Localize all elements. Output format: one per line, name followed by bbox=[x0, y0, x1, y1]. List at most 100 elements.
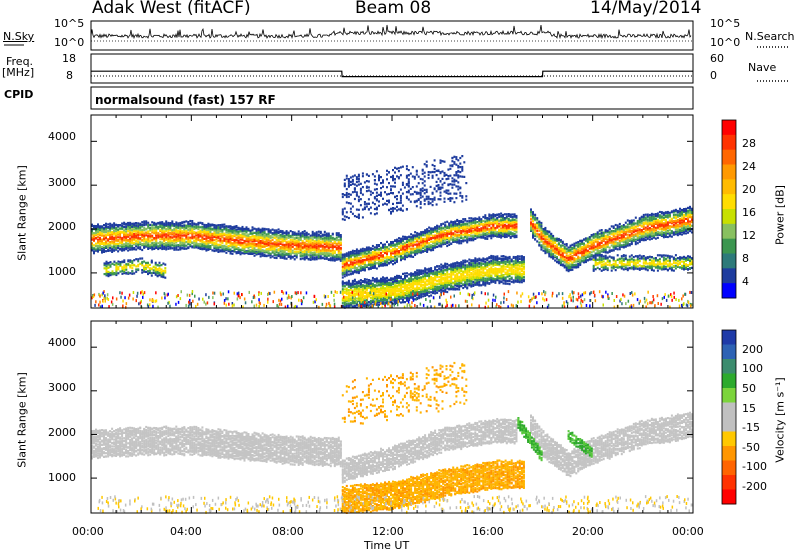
nsky-trace bbox=[90, 24, 692, 40]
power-scatter-upper bbox=[341, 155, 468, 221]
nave-tick-top: 60 bbox=[710, 52, 724, 65]
power-patch-early bbox=[103, 257, 167, 279]
velocity-ylabel: Slant Range [km] bbox=[15, 372, 29, 468]
nave-tick-bottom: 0 bbox=[710, 69, 717, 82]
nsky-panel-frame bbox=[90, 20, 694, 51]
power-colorbar-swatch bbox=[722, 179, 736, 195]
power-colorbar-swatch bbox=[722, 268, 736, 284]
xlabel: Time UT bbox=[364, 539, 410, 552]
velocity-ytick-3000: 3000 bbox=[48, 381, 76, 394]
nsky-tick-top: 10^5 bbox=[54, 17, 85, 30]
xtick-2000: 20:00 bbox=[572, 525, 604, 538]
velocity-colorbar-swatch bbox=[722, 359, 736, 374]
freq-label: Freq. bbox=[6, 55, 34, 68]
velocity-ytick-2000: 2000 bbox=[48, 426, 76, 439]
power-band-rising bbox=[341, 212, 518, 279]
velocity-colorbar-swatch bbox=[722, 373, 736, 389]
power-cbar-tick-12: 12 bbox=[742, 229, 756, 242]
velocity-cbar-label: Velocity [m s⁻¹] bbox=[773, 377, 787, 463]
freq-tick-top: 18 bbox=[62, 52, 76, 65]
velocity-scatter-upper bbox=[341, 361, 468, 425]
nsky-label: N.Sky bbox=[3, 30, 35, 43]
power-cbar-tick-28: 28 bbox=[742, 137, 756, 150]
power-ground-speckle bbox=[91, 290, 693, 309]
velocity-cbar-tick-50: 50 bbox=[742, 382, 756, 395]
nsky-tick-bottom: 10^0 bbox=[54, 36, 85, 49]
power-cbar-tick-20: 20 bbox=[742, 183, 756, 196]
velocity-streak-2 bbox=[567, 430, 593, 458]
xtick-0400: 04:00 bbox=[170, 525, 202, 538]
power-band-main bbox=[91, 219, 342, 262]
velocity-band-rising bbox=[341, 418, 518, 484]
power-colorbar-swatch bbox=[722, 149, 736, 165]
power-cbar-tick-8: 8 bbox=[742, 252, 749, 265]
velocity-cbar-tick-15: 15 bbox=[742, 402, 756, 415]
xtick-1600: 16:00 bbox=[472, 525, 504, 538]
nsearch-tick-top: 10^5 bbox=[710, 17, 741, 30]
power-ytick-3000: 3000 bbox=[48, 176, 76, 189]
power-patch-late bbox=[592, 254, 693, 272]
power-colorbar-swatch bbox=[722, 120, 736, 136]
station-title: Adak West (fitACF) bbox=[92, 0, 251, 18]
velocity-cbar-tick-m200: -200 bbox=[742, 480, 767, 493]
freq-trace bbox=[91, 70, 693, 78]
power-ylabel: Slant Range [km] bbox=[15, 165, 29, 261]
velocity-cbar-tick-100: 100 bbox=[742, 362, 763, 375]
velocity-colorbar-swatch bbox=[722, 431, 736, 447]
power-colorbar-swatch bbox=[722, 209, 736, 225]
power-colorbar-swatch bbox=[722, 253, 736, 269]
velocity-colorbar-swatch bbox=[722, 417, 736, 432]
velocity-colorbar-swatch bbox=[722, 344, 736, 360]
freq-panel-frame bbox=[90, 53, 694, 84]
velocity-colorbar-swatch bbox=[722, 460, 736, 476]
xtick-0000: 00:00 bbox=[72, 525, 104, 538]
power-ytick-1000: 1000 bbox=[48, 265, 76, 278]
velocity-ytick-4000: 4000 bbox=[48, 336, 76, 349]
power-cbar-tick-16: 16 bbox=[742, 206, 756, 219]
velocity-colorbar-frame bbox=[721, 329, 737, 505]
nsearch-label: N.Search bbox=[745, 30, 795, 43]
velocity-ytick-1000: 1000 bbox=[48, 471, 76, 484]
nave-label: Nave bbox=[748, 61, 777, 74]
power-ytick-4000: 4000 bbox=[48, 130, 76, 143]
beam-title: Beam 08 bbox=[355, 0, 432, 18]
velocity-ground-speckle bbox=[97, 495, 693, 514]
velocity-colorbar-swatch bbox=[722, 402, 736, 418]
power-colorbar-swatch bbox=[722, 194, 736, 210]
velocity-band-evening bbox=[530, 411, 693, 478]
power-cbar-tick-24: 24 bbox=[742, 160, 756, 173]
freq-tick-bottom: 8 bbox=[66, 69, 73, 82]
power-colorbar-swatch bbox=[722, 238, 736, 254]
freq-unit-label: [MHz] bbox=[2, 66, 35, 79]
date-title: 14/May/2014 bbox=[590, 0, 702, 18]
power-colorbar-swatch bbox=[722, 223, 736, 240]
velocity-colorbar-swatch bbox=[722, 446, 736, 461]
cpid-panel-frame bbox=[90, 86, 694, 110]
power-colorbar-swatch bbox=[722, 164, 736, 180]
power-ytick-2000: 2000 bbox=[48, 220, 76, 233]
cpid-label: CPID bbox=[4, 88, 34, 101]
nsearch-tick-bottom: 10^0 bbox=[710, 36, 741, 49]
velocity-band-main bbox=[91, 425, 342, 468]
power-colorbar-swatch bbox=[722, 283, 736, 299]
xtick-2400: 00:00 bbox=[672, 525, 704, 538]
power-cbar-tick-4: 4 bbox=[742, 275, 749, 288]
power-band-evening bbox=[530, 205, 693, 273]
velocity-cbar-tick-200: 200 bbox=[742, 343, 763, 356]
velocity-colorbar-swatch bbox=[722, 475, 736, 490]
power-colorbar-frame bbox=[721, 119, 737, 299]
velocity-cbar-tick-m50: -50 bbox=[742, 441, 760, 454]
cpid-value: normalsound (fast) 157 RF bbox=[95, 93, 276, 107]
velocity-colorbar-swatch bbox=[722, 330, 736, 345]
velocity-colorbar-swatch bbox=[722, 489, 736, 505]
velocity-band-lower bbox=[341, 459, 525, 514]
power-cbar-label: Power [dB] bbox=[773, 185, 787, 245]
velocity-cbar-tick-m100: -100 bbox=[742, 460, 767, 473]
xtick-1200: 12:00 bbox=[372, 525, 404, 538]
power-colorbar-swatch bbox=[722, 134, 736, 151]
velocity-colorbar-swatch bbox=[722, 388, 736, 403]
velocity-cbar-tick-m15: -15 bbox=[742, 421, 760, 434]
xtick-0800: 08:00 bbox=[272, 525, 304, 538]
velocity-streak bbox=[517, 417, 543, 462]
